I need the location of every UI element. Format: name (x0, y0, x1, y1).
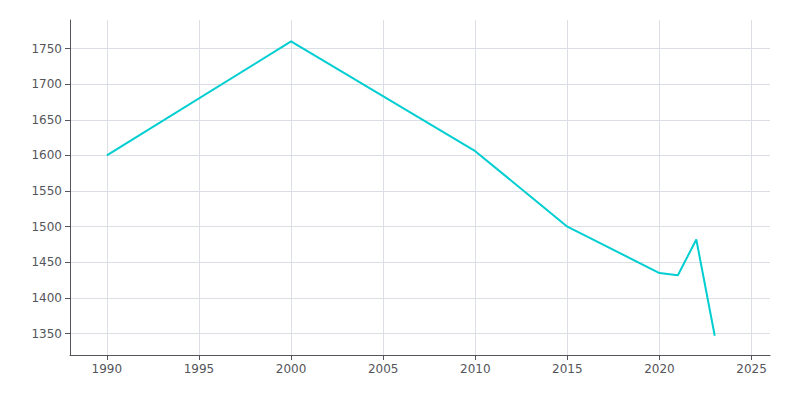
svg-text:1700: 1700 (31, 77, 62, 91)
svg-text:1550: 1550 (31, 184, 62, 198)
svg-text:1400: 1400 (31, 291, 62, 305)
svg-text:1650: 1650 (31, 113, 62, 127)
svg-text:1995: 1995 (184, 362, 215, 376)
svg-text:1750: 1750 (31, 42, 62, 56)
svg-text:2010: 2010 (460, 362, 491, 376)
svg-text:1350: 1350 (31, 327, 62, 341)
svg-text:1990: 1990 (92, 362, 123, 376)
svg-text:2015: 2015 (552, 362, 583, 376)
svg-text:2005: 2005 (368, 362, 399, 376)
svg-text:1450: 1450 (31, 255, 62, 269)
svg-text:2020: 2020 (644, 362, 675, 376)
svg-text:2025: 2025 (736, 362, 767, 376)
svg-text:2000: 2000 (276, 362, 307, 376)
svg-text:1600: 1600 (31, 148, 62, 162)
svg-text:1500: 1500 (31, 220, 62, 234)
